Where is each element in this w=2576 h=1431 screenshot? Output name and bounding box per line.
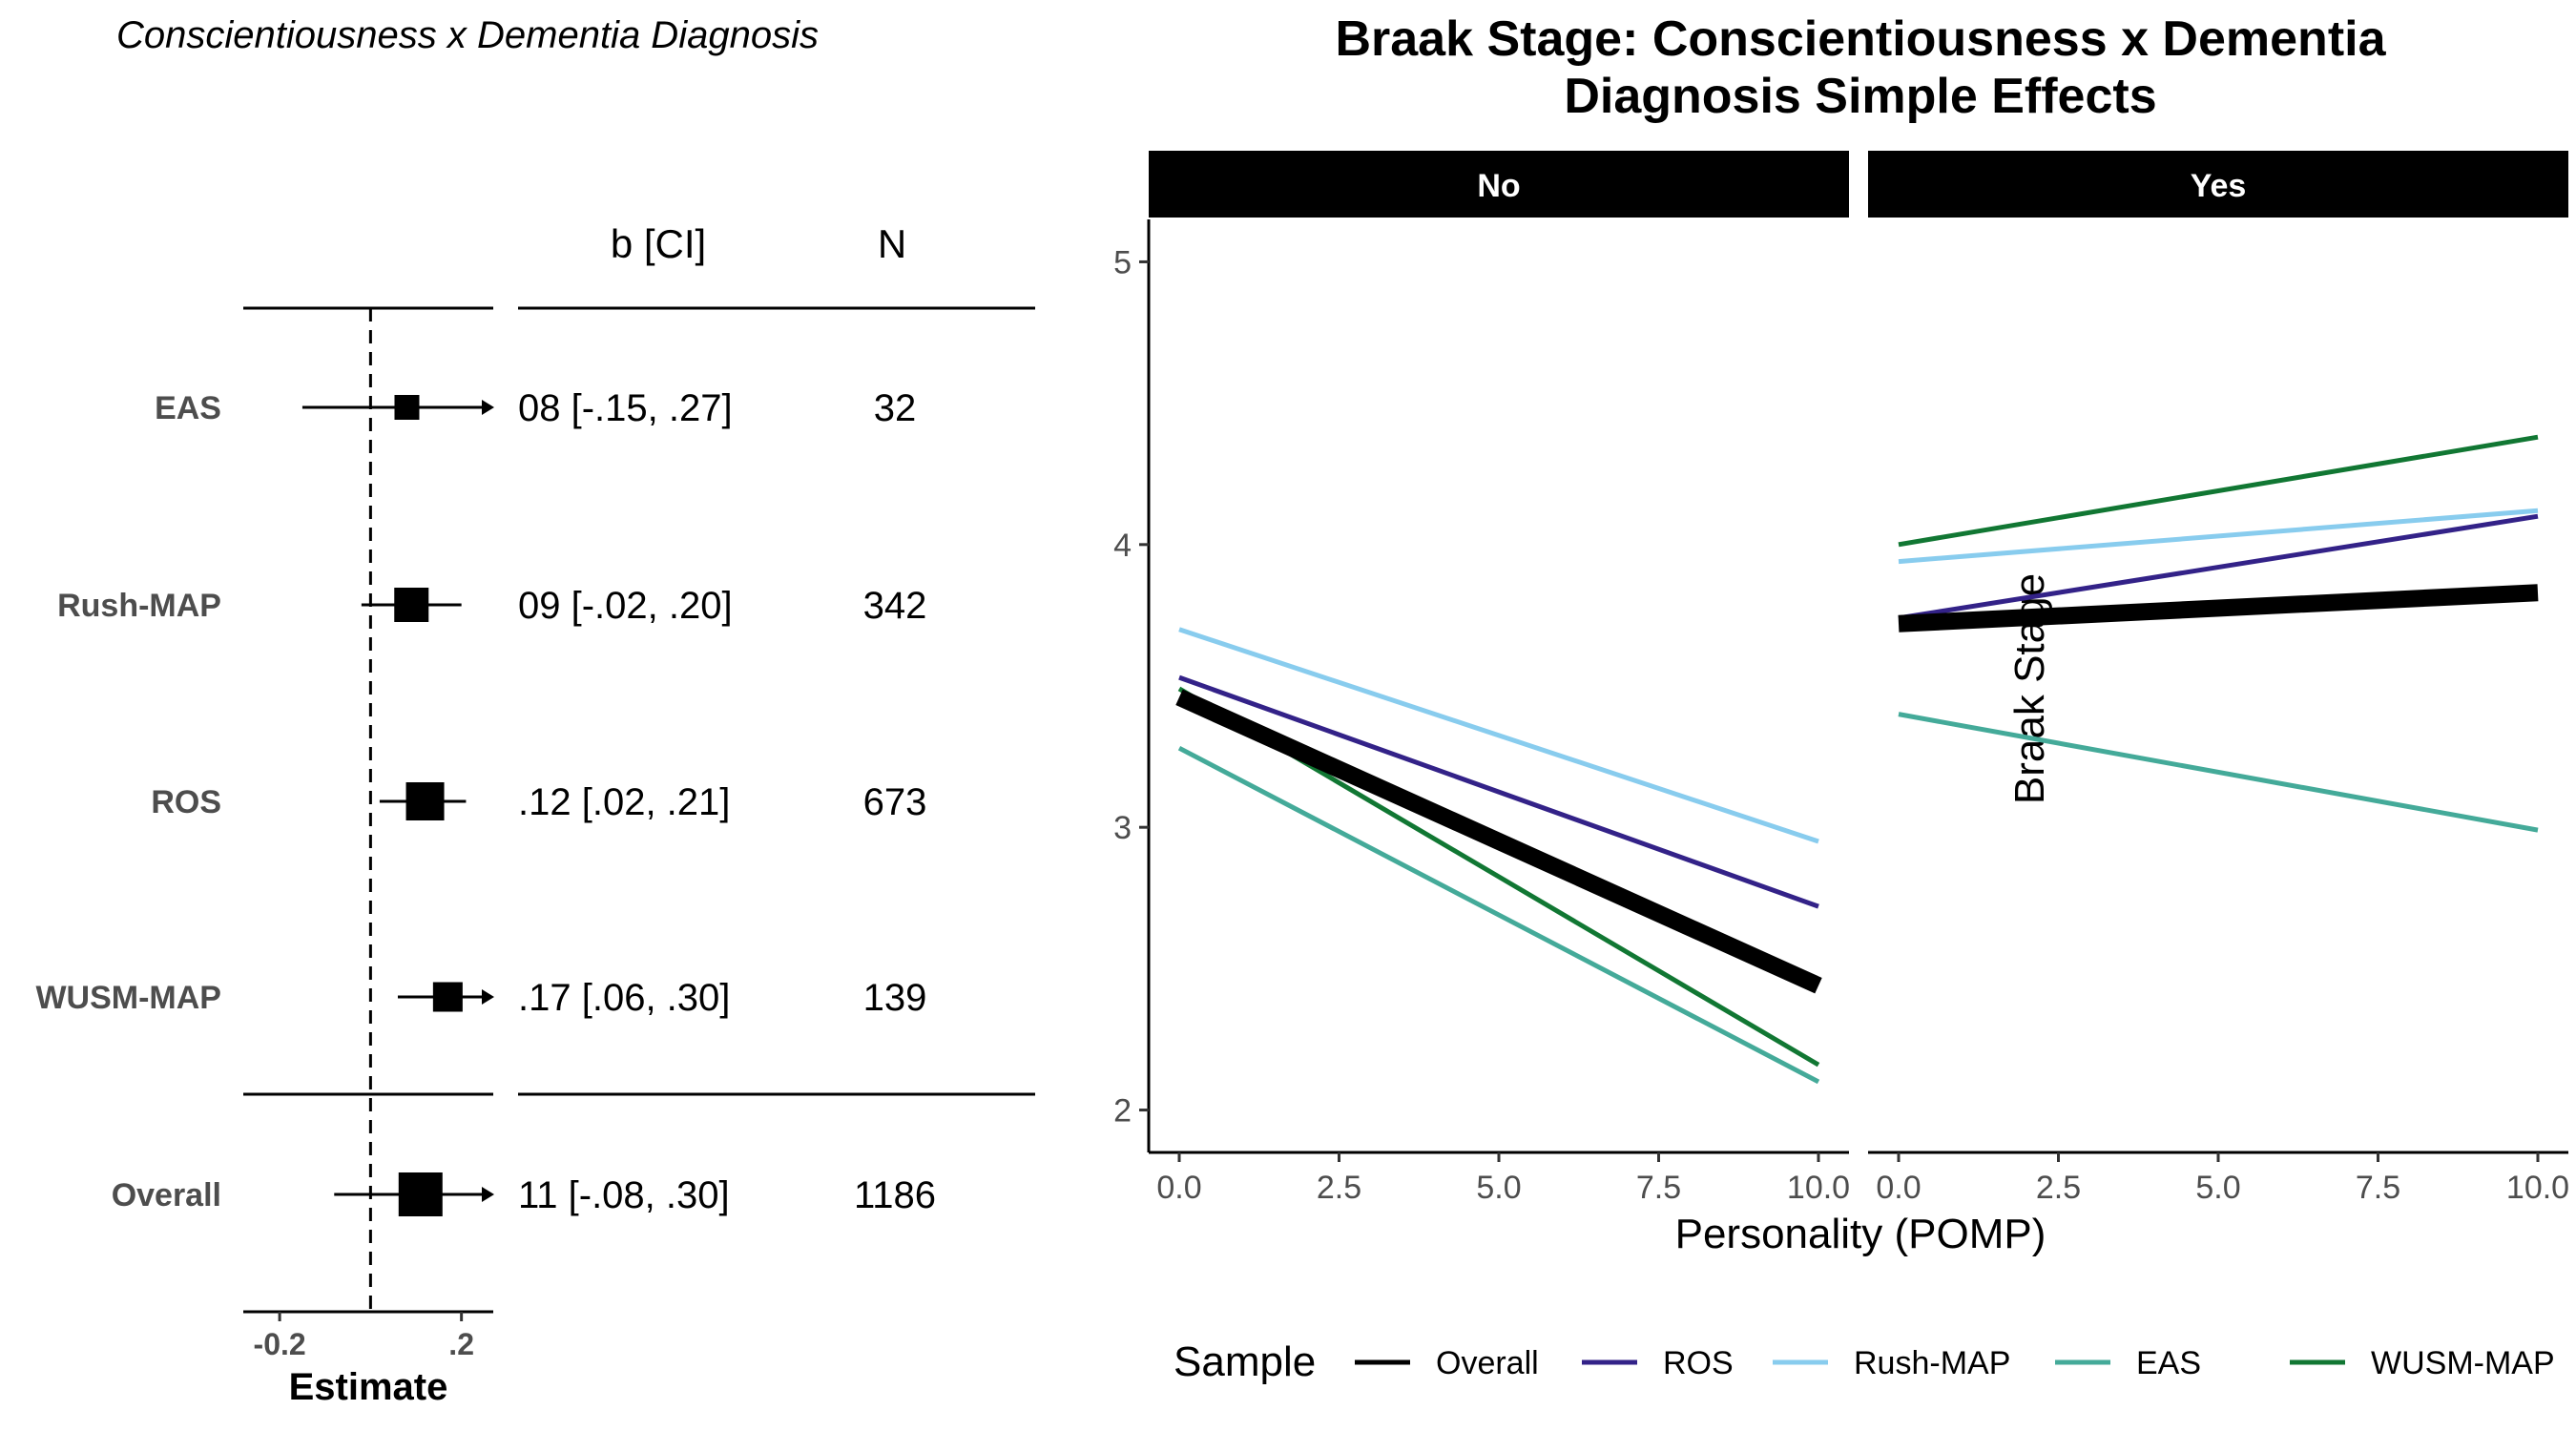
facet-strip-yes: [1868, 151, 2568, 218]
forest-row-ros-label: ROS: [151, 784, 221, 820]
forest-row-overall-n-value: 1186: [854, 1174, 936, 1216]
forest-x-tick-label: -0.2: [254, 1327, 306, 1361]
forest-header-estimate: b [CI]: [611, 221, 706, 266]
forest-row-ros-ci-text: .12 [.02, .21]: [518, 781, 730, 823]
forest-row-ros-n-value: 673: [863, 781, 927, 823]
forest-row-wusm-map-point-estimate: [432, 982, 463, 1012]
series-line-rush-map-yes: [1898, 508, 2539, 565]
y-tick-label: 2: [1113, 1093, 1132, 1130]
forest-row-overall-point-estimate: [398, 1172, 443, 1216]
forest-row-wusm-map-label: WUSM-MAP: [35, 980, 221, 1016]
forest-row-rush-map-n-value: 342: [863, 585, 927, 627]
forest-row-rush-map-label: Rush-MAP: [57, 588, 221, 624]
forest-row-eas-ci-arrow: [482, 400, 494, 415]
forest-x-tick-label: .2: [448, 1327, 474, 1361]
series-line-rush-map-no: [1178, 627, 1819, 844]
x-tick-label-no: 7.5: [1636, 1170, 1681, 1206]
forest-row-ros-point-estimate: [405, 782, 445, 820]
forest-row-overall-ci-arrow: [482, 1187, 494, 1202]
x-axis-title: Personality (POMP): [1675, 1211, 2046, 1257]
x-tick-label-yes: 7.5: [2356, 1170, 2400, 1206]
forest-row-eas-label: EAS: [155, 390, 221, 426]
forest-row-rush-map-point-estimate: [394, 588, 429, 622]
legend-label-rush-map: Rush-MAP: [1854, 1345, 2010, 1381]
forest-row-eas-ci-text: 08 [-.15, .27]: [518, 387, 733, 429]
x-tick-label-no: 10.0: [1787, 1170, 1850, 1206]
series-line-overall-yes: [1898, 584, 2539, 633]
x-tick-label-yes: 2.5: [2036, 1170, 2081, 1206]
legend-title: Sample: [1174, 1338, 1316, 1385]
series-line-eas-no: [1177, 745, 1820, 1085]
line-chart: Braak Stage: Conscientiousness x Dementi…: [1113, 11, 2569, 1385]
series-line-ros-yes: [1898, 513, 2539, 621]
x-tick-label-yes: 0.0: [1876, 1170, 1921, 1206]
facet-label-no: No: [1477, 168, 1520, 204]
forest-plot-panel: Conscientiousness x Dementia Diagnosis b…: [0, 0, 1059, 1431]
chart-title-line-2: Diagnosis Simple Effects: [1564, 69, 2156, 124]
forest-row-wusm-map-ci-arrow: [482, 989, 494, 1005]
chart-title-line-1: Braak Stage: Conscientiousness x Dementi…: [1335, 11, 2386, 67]
forest-x-axis-title: Estimate: [289, 1366, 448, 1408]
y-tick-label: 4: [1113, 528, 1132, 564]
forest-row-eas-n-value: 32: [874, 387, 917, 429]
legend-label-wusm-map: WUSM-MAP: [2371, 1345, 2555, 1381]
x-tick-label-no: 2.5: [1317, 1170, 1361, 1206]
forest-row-eas-point-estimate: [394, 395, 420, 420]
line-chart-panel: Braak Stage: Conscientiousness x Dementi…: [1059, 0, 2576, 1431]
y-tick-label: 5: [1113, 244, 1132, 280]
forest-row-wusm-map-ci-text: .17 [.06, .30]: [518, 977, 730, 1019]
x-tick-label-no: 0.0: [1156, 1170, 1201, 1206]
forest-title: Conscientiousness x Dementia Diagnosis: [116, 14, 819, 56]
legend-label-ros: ROS: [1663, 1345, 1734, 1381]
series-line-eas-yes: [1898, 712, 2539, 833]
forest-row-rush-map-ci-text: 09 [-.02, .20]: [518, 585, 733, 627]
x-tick-label-yes: 5.0: [2195, 1170, 2240, 1206]
forest-row-overall-ci-text: 11 [-.08, .30]: [518, 1174, 730, 1216]
legend-label-overall: Overall: [1436, 1345, 1539, 1381]
forest-plot: Conscientiousness x Dementia Diagnosis b…: [35, 14, 1035, 1408]
legend-label-eas: EAS: [2136, 1345, 2201, 1381]
x-tick-label-no: 5.0: [1476, 1170, 1521, 1206]
forest-header-n: N: [878, 221, 906, 266]
series-line-overall-no: [1175, 689, 1822, 994]
series-line-wusm-map-yes: [1898, 434, 2539, 548]
y-tick-label: 3: [1113, 810, 1132, 846]
facet-strip-no: [1149, 151, 1849, 218]
x-tick-label-yes: 10.0: [2506, 1170, 2569, 1206]
forest-row-overall-label: Overall: [112, 1177, 221, 1213]
forest-row-wusm-map-n-value: 139: [863, 977, 927, 1019]
series-line-ros-no: [1178, 674, 1819, 909]
y-axis-title: Braak Stage: [2006, 573, 2053, 804]
facet-label-yes: Yes: [2191, 168, 2247, 204]
